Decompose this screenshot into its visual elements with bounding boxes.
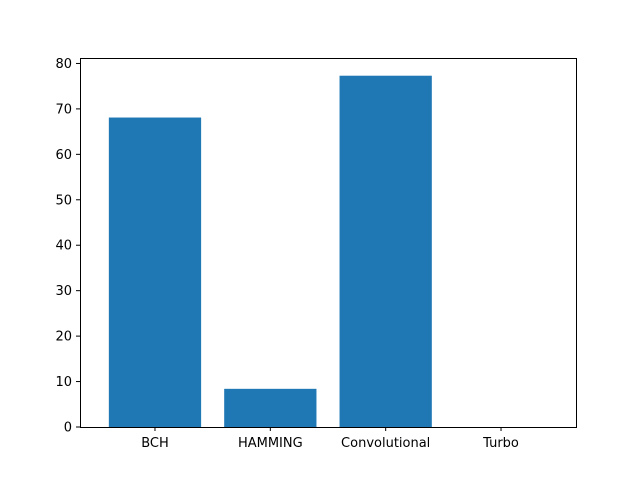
y-tick-label: 0 <box>64 421 72 436</box>
x-tick-label: HAMMING <box>238 436 303 451</box>
bar-bch <box>108 117 202 427</box>
plot-frame <box>80 58 577 428</box>
y-tick-label: 20 <box>55 330 72 345</box>
y-axis: 0 10 20 30 40 50 60 70 80 <box>55 57 80 436</box>
x-tick-label: Turbo <box>482 436 519 451</box>
x-axis: BCH HAMMING Convolutional Turbo <box>141 427 519 451</box>
y-tick-label: 40 <box>55 239 72 254</box>
y-tick-label: 70 <box>55 102 72 117</box>
y-tick-label: 50 <box>55 193 72 208</box>
y-tick-label: 30 <box>55 284 72 299</box>
bars-group <box>108 75 432 428</box>
y-tick-label: 60 <box>55 148 72 163</box>
x-tick-label: Convolutional <box>341 436 430 451</box>
y-tick-label: 80 <box>55 57 72 72</box>
y-tick-label: 10 <box>55 375 72 390</box>
x-tick-label: BCH <box>141 436 169 451</box>
bar-convolutional <box>339 75 432 428</box>
bar-hamming <box>224 388 317 427</box>
